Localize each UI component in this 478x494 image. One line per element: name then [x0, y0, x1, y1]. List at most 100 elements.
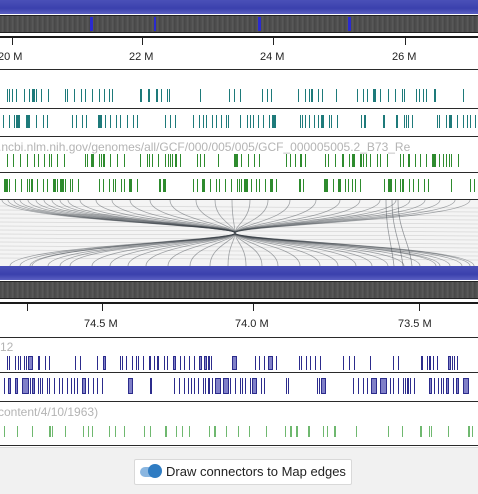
gene-feature[interactable]	[426, 89, 427, 102]
gene-feature[interactable]	[115, 426, 116, 437]
gene-feature[interactable]	[404, 89, 405, 102]
gene-feature[interactable]	[431, 426, 432, 437]
gene-feature[interactable]	[24, 356, 25, 370]
synteny-connector[interactable]	[7, 200, 236, 266]
gene-feature[interactable]	[370, 154, 371, 167]
gene-feature[interactable]	[34, 154, 35, 167]
gene-feature[interactable]	[140, 89, 142, 102]
gene-feature[interactable]	[148, 89, 150, 102]
gene-feature[interactable]	[74, 378, 75, 394]
gene-feature[interactable]	[234, 89, 235, 102]
gene-feature[interactable]	[446, 378, 449, 394]
gene-feature[interactable]	[261, 378, 262, 394]
gene-feature[interactable]	[255, 356, 256, 370]
gene-feature[interactable]	[180, 154, 181, 167]
gene-feature[interactable]	[427, 356, 428, 370]
gene-feature[interactable]	[420, 154, 421, 167]
gene-feature[interactable]	[218, 154, 219, 167]
gene-feature[interactable]	[144, 426, 145, 437]
gene-feature[interactable]	[237, 179, 238, 192]
gene-feature[interactable]	[76, 115, 77, 128]
gene-feature[interactable]	[219, 179, 220, 192]
gene-feature[interactable]	[352, 154, 355, 167]
synteny-connector[interactable]	[234, 200, 357, 266]
gene-feature[interactable]	[86, 115, 87, 128]
gene-feature[interactable]	[363, 378, 364, 394]
gene-feature[interactable]	[165, 426, 167, 437]
gene-feature[interactable]	[443, 378, 444, 394]
gene-feature[interactable]	[143, 356, 144, 370]
gene-feature[interactable]	[8, 378, 11, 394]
gene-feature[interactable]	[429, 426, 430, 437]
gene-feature[interactable]	[451, 154, 452, 167]
gene-feature[interactable]	[400, 154, 401, 167]
gene-feature[interactable]	[267, 89, 268, 102]
gene-feature[interactable]	[208, 378, 210, 394]
gene-feature[interactable]	[441, 378, 442, 394]
gene-feature[interactable]	[105, 115, 106, 128]
gene-feature[interactable]	[116, 115, 117, 128]
gene-feature[interactable]	[323, 426, 324, 437]
gene-feature[interactable]	[263, 115, 264, 128]
synteny-connector[interactable]	[234, 200, 471, 266]
gene-feature[interactable]	[17, 426, 18, 437]
gene-feature[interactable]	[315, 356, 316, 370]
gene-feature[interactable]	[204, 154, 205, 167]
gene-feature[interactable]	[91, 154, 94, 167]
gene-feature[interactable]	[57, 154, 58, 167]
gene-feature[interactable]	[303, 179, 304, 192]
gene-feature[interactable]	[377, 154, 378, 167]
gene-track-green-forward[interactable]	[0, 154, 478, 167]
gene-feature[interactable]	[446, 115, 447, 128]
gene-feature[interactable]	[9, 356, 10, 370]
synteny-connector[interactable]	[129, 200, 247, 266]
gene-feature[interactable]	[311, 89, 313, 102]
synteny-connector[interactable]	[35, 200, 236, 266]
gene-feature[interactable]	[343, 356, 344, 370]
gene-feature[interactable]	[226, 115, 227, 128]
gene-feature[interactable]	[38, 154, 39, 167]
gene-feature[interactable]	[244, 179, 248, 192]
gene-feature[interactable]	[249, 426, 250, 437]
gene-feature[interactable]	[463, 378, 469, 394]
gene-feature[interactable]	[366, 154, 367, 167]
gene-feature[interactable]	[380, 89, 381, 102]
gene-feature[interactable]	[32, 378, 35, 394]
synteny-connector[interactable]	[51, 200, 236, 266]
gene-feature[interactable]	[47, 179, 48, 192]
gene-feature[interactable]	[150, 426, 151, 437]
gene-track-teal-reverse[interactable]	[0, 115, 478, 128]
gene-feature[interactable]	[333, 179, 334, 192]
gene-feature[interactable]	[124, 426, 125, 437]
gene-feature[interactable]	[299, 356, 300, 370]
gene-feature[interactable]	[7, 154, 8, 167]
gene-feature[interactable]	[448, 356, 451, 370]
gene-feature[interactable]	[331, 115, 332, 128]
synteny-connector[interactable]	[234, 200, 421, 266]
gene-feature[interactable]	[140, 154, 141, 167]
gene-feature[interactable]	[336, 89, 337, 102]
gene-feature[interactable]	[49, 378, 50, 394]
gene-feature[interactable]	[228, 115, 229, 128]
gene-feature[interactable]	[43, 179, 44, 192]
gene-feature[interactable]	[384, 179, 385, 192]
gene-feature[interactable]	[415, 154, 416, 167]
gene-feature[interactable]	[229, 89, 230, 102]
gene-feature[interactable]	[28, 356, 33, 370]
gene-feature[interactable]	[264, 356, 265, 370]
gene-feature[interactable]	[342, 154, 344, 167]
gene-feature[interactable]	[98, 115, 102, 128]
gene-feature[interactable]	[388, 89, 389, 102]
synteny-connector[interactable]	[234, 200, 373, 266]
gene-feature[interactable]	[457, 115, 458, 128]
gene-feature[interactable]	[167, 89, 168, 102]
gene-feature[interactable]	[40, 378, 41, 394]
gene-feature[interactable]	[408, 154, 410, 167]
gene-feature[interactable]	[259, 154, 260, 167]
gene-feature[interactable]	[184, 356, 185, 370]
gene-feature[interactable]	[380, 154, 381, 167]
gene-feature[interactable]	[206, 115, 207, 128]
gene-feature[interactable]	[92, 89, 93, 102]
gene-feature[interactable]	[235, 378, 236, 394]
gene-feature[interactable]	[353, 378, 354, 394]
